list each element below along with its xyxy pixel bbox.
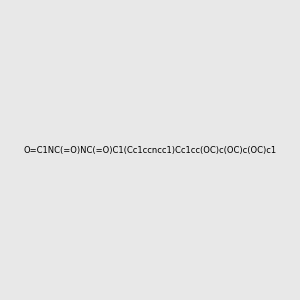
- Text: O=C1NC(=O)NC(=O)C1(Cc1ccncc1)Cc1cc(OC)c(OC)c(OC)c1: O=C1NC(=O)NC(=O)C1(Cc1ccncc1)Cc1cc(OC)c(…: [23, 146, 277, 154]
